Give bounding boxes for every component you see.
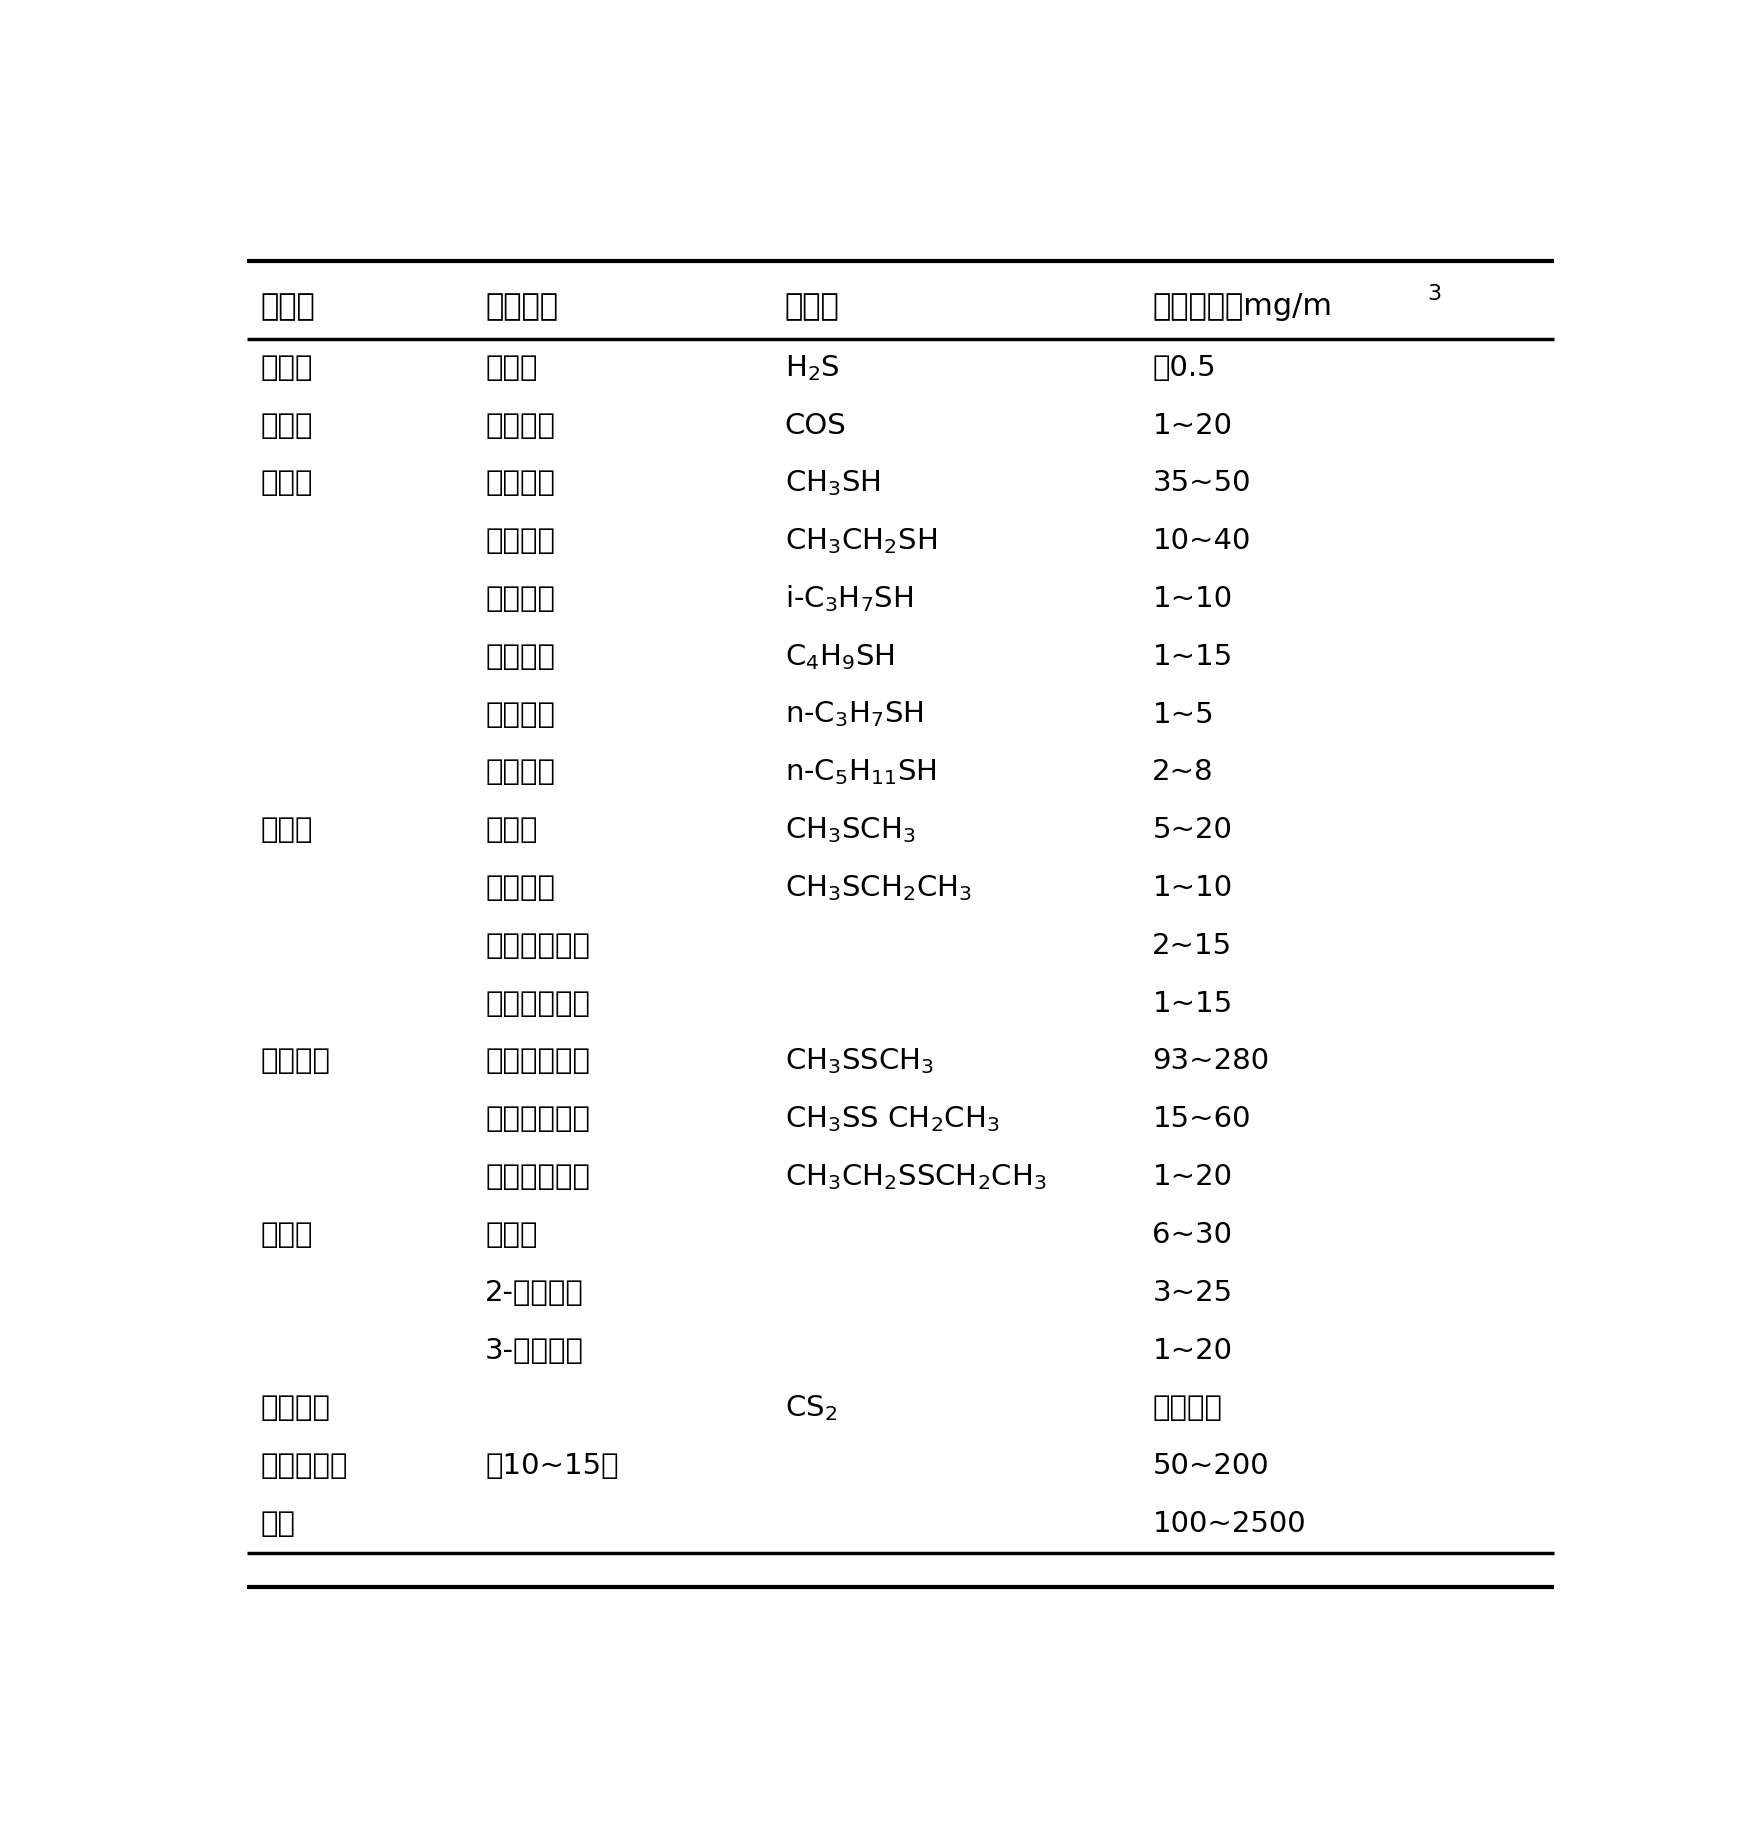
Text: 93~280: 93~280 <box>1153 1047 1270 1076</box>
Text: 50~200: 50~200 <box>1153 1452 1269 1480</box>
Text: CS$_2$: CS$_2$ <box>785 1394 836 1423</box>
Text: 5~20: 5~20 <box>1153 817 1232 844</box>
Text: C$_4$H$_9$SH: C$_4$H$_9$SH <box>785 641 894 672</box>
Text: 35~50: 35~50 <box>1153 470 1251 497</box>
Text: 二乙基二硫醚: 二乙基二硫醚 <box>485 1164 590 1191</box>
Text: CH$_3$CH$_2$SSCH$_2$CH$_3$: CH$_3$CH$_2$SSCH$_2$CH$_3$ <box>785 1162 1047 1191</box>
Text: 二甲基二硫醚: 二甲基二硫醚 <box>485 1047 590 1076</box>
Text: 硫醇类: 硫醇类 <box>260 470 313 497</box>
Text: 合计: 合计 <box>260 1509 295 1538</box>
Text: 二硫醚类: 二硫醚类 <box>260 1047 330 1076</box>
Text: 未知硫化物: 未知硫化物 <box>260 1452 348 1480</box>
Text: 1~5: 1~5 <box>1153 700 1214 729</box>
Text: 1~10: 1~10 <box>1153 585 1232 614</box>
Text: 碳基硫: 碳基硫 <box>260 411 313 440</box>
Text: CH$_3$SH: CH$_3$SH <box>785 468 880 499</box>
Text: 1~15: 1~15 <box>1153 643 1233 671</box>
Text: 100~2500: 100~2500 <box>1153 1509 1305 1538</box>
Text: 1~15: 1~15 <box>1153 990 1233 1018</box>
Text: n-C$_3$H$_7$SH: n-C$_3$H$_7$SH <box>785 700 924 729</box>
Text: 分子式: 分子式 <box>785 292 840 322</box>
Text: 甲基硫醇: 甲基硫醇 <box>485 470 555 497</box>
Text: 硫形态: 硫形态 <box>260 292 315 322</box>
Text: COS: COS <box>785 411 847 440</box>
Text: 检测不出: 检测不出 <box>1153 1394 1223 1423</box>
Text: CH$_3$SSCH$_3$: CH$_3$SSCH$_3$ <box>785 1047 933 1076</box>
Text: 6~30: 6~30 <box>1153 1220 1232 1250</box>
Text: 硫化氢: 硫化氢 <box>485 354 538 382</box>
Text: 10~40: 10~40 <box>1153 528 1251 555</box>
Text: H$_2$S: H$_2$S <box>785 353 840 382</box>
Text: 硫醚类: 硫醚类 <box>260 817 313 844</box>
Text: 15~60: 15~60 <box>1153 1105 1251 1133</box>
Text: 正丙硫醇: 正丙硫醇 <box>485 700 555 729</box>
Text: 正戊硫醇: 正戊硫醇 <box>485 758 555 786</box>
Text: 约10~15种: 约10~15种 <box>485 1452 618 1480</box>
Text: 2-甲基噻吩: 2-甲基噻吩 <box>485 1279 583 1306</box>
Text: 1~20: 1~20 <box>1153 1164 1232 1191</box>
Text: 2~8: 2~8 <box>1153 758 1214 786</box>
Text: 甲乙硫醚: 甲乙硫醚 <box>485 873 555 903</box>
Text: 氧硫化碳: 氧硫化碳 <box>485 411 555 440</box>
Text: 单噻吩: 单噻吩 <box>485 1220 538 1250</box>
Text: 乙基硫醇: 乙基硫醇 <box>485 528 555 555</box>
Text: 3-甲基噻吩: 3-甲基噻吩 <box>485 1337 583 1365</box>
Text: 3: 3 <box>1427 283 1441 303</box>
Text: CH$_3$SCH$_3$: CH$_3$SCH$_3$ <box>785 815 915 846</box>
Text: 组分名称: 组分名称 <box>485 292 559 322</box>
Text: CH$_3$SCH$_2$CH$_3$: CH$_3$SCH$_2$CH$_3$ <box>785 873 972 903</box>
Text: 甲硫醚: 甲硫醚 <box>485 817 538 844</box>
Text: 1~20: 1~20 <box>1153 1337 1232 1365</box>
Text: 二正丙基硫醚: 二正丙基硫醚 <box>485 990 590 1018</box>
Text: 〈0.5: 〈0.5 <box>1153 354 1216 382</box>
Text: i-C$_3$H$_7$SH: i-C$_3$H$_7$SH <box>785 583 914 614</box>
Text: 1~10: 1~10 <box>1153 873 1232 903</box>
Text: 叔丁硫醇: 叔丁硫醇 <box>485 643 555 671</box>
Text: n-C$_5$H$_{11}$SH: n-C$_5$H$_{11}$SH <box>785 758 936 787</box>
Text: 1~20: 1~20 <box>1153 411 1232 440</box>
Text: 噻吩类: 噻吩类 <box>260 1220 313 1250</box>
Text: 异丙硫醇: 异丙硫醇 <box>485 585 555 614</box>
Text: CH$_3$SS CH$_2$CH$_3$: CH$_3$SS CH$_2$CH$_3$ <box>785 1104 1000 1135</box>
Text: 3~25: 3~25 <box>1153 1279 1232 1306</box>
Text: 无机硫: 无机硫 <box>260 354 313 382</box>
Text: 甲乙基二硫醚: 甲乙基二硫醚 <box>485 1105 590 1133</box>
Text: CH$_3$CH$_2$SH: CH$_3$CH$_2$SH <box>785 526 936 555</box>
Text: 2~15: 2~15 <box>1153 932 1232 959</box>
Text: 大致含量，mg/m: 大致含量，mg/m <box>1153 292 1332 322</box>
Text: 二硫化碳: 二硫化碳 <box>260 1394 330 1423</box>
Text: 二异丙基硫醚: 二异丙基硫醚 <box>485 932 590 959</box>
